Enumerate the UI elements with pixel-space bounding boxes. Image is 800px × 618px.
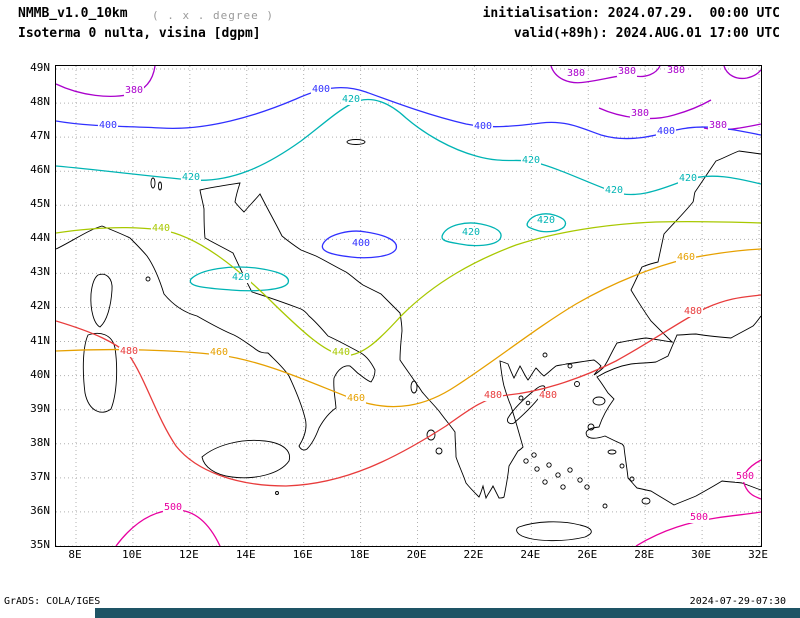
island-dot — [629, 476, 635, 482]
lake-garda — [150, 177, 156, 189]
contour-400 — [56, 86, 761, 140]
y-axis-tick: 40N — [30, 367, 50, 381]
coastline-europe — [56, 150, 761, 500]
contour-380 — [550, 66, 661, 84]
lake-balaton — [346, 139, 366, 145]
island-dot — [546, 462, 552, 468]
island-dot — [567, 467, 573, 473]
island-corsica — [90, 273, 113, 328]
island-corfu — [410, 380, 418, 394]
island-dot — [534, 466, 540, 472]
y-axis-tick: 37N — [30, 469, 50, 483]
island-dot — [560, 484, 566, 490]
x-axis-tick: 18E — [349, 548, 370, 561]
island-dot — [584, 484, 590, 490]
y-axis-tick: 48N — [30, 95, 50, 109]
x-axis-tick: 8E — [68, 548, 82, 561]
contour-420-cell — [526, 213, 567, 233]
contour-480 — [56, 294, 761, 487]
product-title: Isoterma 0 nulta, visina [dgpm] — [18, 26, 261, 41]
island-dot — [602, 503, 608, 509]
island-dot — [619, 463, 625, 469]
island-sardinia — [82, 332, 118, 413]
contour-420-cell — [441, 222, 502, 247]
x-axis-tick: 24E — [520, 548, 541, 561]
island-samothrace — [567, 363, 573, 369]
y-axis-tick: 45N — [30, 197, 50, 211]
coastline-layer — [56, 139, 761, 542]
y-axis-tick: 43N — [30, 265, 50, 279]
contour-460 — [56, 248, 761, 408]
island-evia — [507, 385, 546, 425]
y-axis-tick: 41N — [30, 333, 50, 347]
contour-420 — [56, 98, 761, 196]
island-thasos — [542, 352, 548, 358]
contour-500 — [115, 509, 221, 546]
island-malta — [275, 491, 279, 495]
island-crete — [516, 521, 592, 542]
island-rhodes — [641, 497, 651, 505]
island-lesbos — [592, 396, 606, 406]
y-axis-tick: 35N — [30, 537, 50, 551]
contour-380 — [598, 99, 712, 120]
lake-como — [158, 181, 162, 191]
island-dot — [555, 472, 561, 478]
map-area: 380 380 380 380 380 380 400 400 400 400 400 420 420 4… — [55, 65, 762, 547]
grid-layer — [56, 66, 761, 546]
contour-400-cell — [321, 230, 398, 259]
x-axis-tick: 32E — [748, 548, 768, 561]
grads-credit: GrADS: COLA/IGES — [4, 596, 101, 607]
y-axis-tick: 36N — [30, 503, 50, 517]
valid-time-label: valid(+89h): 2024.AUG.01 17:00 UTC — [513, 26, 780, 41]
island-elba — [145, 276, 151, 282]
island-dot — [577, 477, 583, 483]
y-axis-tick: 42N — [30, 299, 50, 313]
coastline-turkey — [585, 315, 761, 506]
contour-380 — [723, 66, 761, 80]
y-axis-tick: 49N — [30, 61, 50, 74]
island-dot — [531, 452, 537, 458]
x-axis-tick: 28E — [634, 548, 655, 561]
contour-500 — [742, 459, 761, 500]
x-axis-tick: 12E — [178, 548, 199, 561]
island-samos — [607, 449, 617, 455]
model-title: NMMB_v1.0_10km — [18, 6, 128, 21]
island-dot — [542, 479, 548, 485]
island-dot — [518, 395, 524, 401]
bottom-bar — [95, 608, 800, 618]
contour-500 — [635, 511, 761, 546]
x-axis-tick: 22E — [463, 548, 484, 561]
map-svg — [56, 66, 761, 546]
contour-layer — [56, 66, 761, 546]
x-axis-tick: 26E — [577, 548, 598, 561]
generation-timestamp: 2024-07-29-07:30 — [689, 596, 786, 607]
y-axis-tick: 38N — [30, 435, 50, 449]
contour-380 — [56, 66, 156, 97]
island-limnos — [574, 381, 580, 387]
island-sicily — [201, 439, 291, 479]
init-time-label: initialisation: 2024.07.29. 00:00 UTC — [482, 6, 780, 21]
island-dot — [525, 400, 531, 406]
y-axis-tick: 47N — [30, 129, 50, 143]
x-axis-tick: 16E — [292, 548, 313, 561]
x-axis-tick: 20E — [406, 548, 427, 561]
island-zakynthos — [435, 447, 443, 455]
grid-resolution-note: ( . x . degree ) — [152, 9, 274, 22]
x-axis-tick: 14E — [235, 548, 256, 561]
x-axis-tick: 10E — [121, 548, 142, 561]
island-dot — [523, 458, 529, 464]
contour-420-cell — [189, 266, 290, 292]
contour-440 — [56, 220, 761, 357]
y-axis-tick: 39N — [30, 401, 50, 415]
y-axis-tick: 46N — [30, 163, 50, 177]
y-axis-tick: 44N — [30, 231, 50, 245]
x-axis-tick: 30E — [691, 548, 712, 561]
island-kefalonia — [426, 429, 436, 441]
island-chios — [587, 423, 595, 431]
